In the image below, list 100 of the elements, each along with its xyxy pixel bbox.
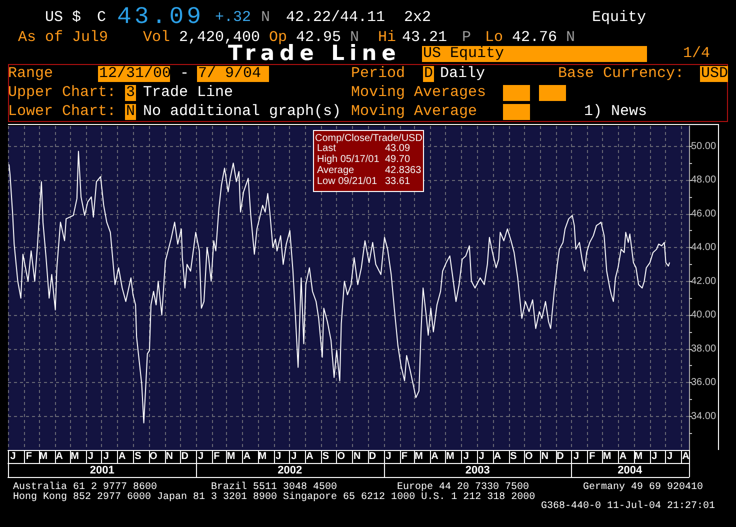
text: Europe 44 20 7330 7500 [397, 482, 530, 493]
text: D [556, 451, 564, 462]
text: F [214, 451, 220, 462]
text: J [573, 451, 580, 462]
text: - [180, 65, 190, 82]
text: +.32 [215, 9, 252, 26]
annotation: Last [317, 143, 336, 154]
text: 1/4 [683, 45, 710, 62]
text: N [261, 9, 270, 26]
text: M [414, 451, 424, 462]
text: Hong Kong 852 2977 6000 Japan 81 3 3201 8900 Singapore 65 6212 1000 U.S. 1 212 318 2000 [13, 492, 536, 503]
text: Trade Line [143, 84, 234, 101]
text: Equity [592, 9, 646, 26]
text: 42.95 [296, 29, 342, 46]
text: J [667, 451, 673, 462]
text: M [226, 451, 236, 462]
annotation: Low 09/21/01 [317, 176, 378, 187]
text: J [478, 451, 484, 462]
text: J [10, 451, 16, 462]
text: Op [269, 29, 288, 46]
text: US Equity [422, 45, 647, 62]
text: J [276, 451, 282, 462]
annotation: 33.61 [385, 176, 410, 187]
x-tick-label: 2001 [90, 464, 114, 476]
text: S [134, 451, 142, 462]
text: C [97, 9, 106, 26]
line-series [8, 150, 670, 424]
text: M [602, 451, 612, 462]
text: Germany 49 69 920410 [583, 482, 704, 493]
text: O [150, 451, 158, 462]
text: A [431, 451, 438, 462]
y-tick-label: 46.00 [691, 208, 716, 220]
text: Period [351, 65, 406, 82]
text: J [198, 451, 204, 462]
annotation: High 05/17/01 [317, 154, 380, 165]
text: Lo [485, 29, 504, 46]
text: US $ [45, 9, 82, 26]
text: A [243, 451, 251, 462]
text: N [541, 451, 548, 462]
text: Moving Average [351, 103, 478, 120]
text: A [306, 451, 314, 462]
text: 42.76 [512, 29, 558, 46]
annotation: Comp/Close/Trade/USD [315, 133, 422, 144]
text: 43.09 [117, 4, 204, 31]
text: N [354, 451, 361, 462]
text: J [652, 451, 658, 462]
y-tick-label: 44.00 [691, 242, 716, 253]
text: J [463, 451, 469, 462]
text: 12/31/00 [98, 65, 172, 82]
text: M [446, 451, 454, 462]
text: S [510, 451, 518, 462]
text: N [166, 451, 173, 462]
text: Lower Chart: [8, 103, 116, 120]
text: D [423, 65, 434, 82]
text: Upper Chart: [8, 84, 116, 101]
y-tick-label: 34.00 [691, 410, 716, 422]
text: D [368, 451, 376, 462]
text: A [56, 451, 63, 462]
text: 2,420,400 [179, 29, 260, 46]
text: 42.22/44.11 [286, 9, 386, 26]
text: J [386, 451, 392, 462]
text: J [291, 451, 297, 462]
text: M [70, 451, 79, 462]
text: 3 [125, 84, 136, 101]
text: N [566, 29, 576, 46]
text: A [619, 451, 627, 462]
x-tick-label: 2004 [618, 464, 643, 476]
text: Australia 61 2 9777 8600 [13, 482, 158, 493]
text: G368-440-0 11-Jul-04 21:27:01 [541, 501, 716, 512]
y-tick-label: 42.00 [691, 276, 716, 287]
text: Vol [143, 29, 170, 46]
text: 43.21 [402, 29, 448, 46]
text: 7/ 9/04 [197, 65, 269, 82]
text: J [103, 451, 109, 462]
text: M [39, 451, 48, 462]
text: A [494, 451, 502, 462]
text: Base Currency: [558, 65, 684, 82]
text: O [525, 451, 534, 462]
text: M [258, 451, 267, 462]
text: 1) News [584, 103, 648, 120]
text: F [26, 451, 32, 462]
text: As of Jul9 [18, 29, 108, 46]
text: Brazil 5511 3048 4500 [211, 482, 338, 493]
text: Moving Averages [351, 84, 486, 101]
text: A [118, 451, 126, 462]
y-tick-label: 36.00 [691, 377, 716, 388]
annotation: 49.70 [385, 154, 410, 165]
annotation: 42.8363 [385, 165, 422, 176]
text: P [462, 29, 472, 46]
text: O [337, 451, 346, 462]
text: 2x2 [404, 9, 432, 26]
text: No additional graph(s) [143, 103, 342, 120]
annotation: Average [317, 165, 354, 176]
x-tick-label: 2002 [278, 464, 302, 476]
text: F [401, 451, 408, 462]
text: Daily [440, 65, 486, 82]
y-tick-label: 38.00 [691, 343, 716, 354]
text: M [634, 451, 643, 462]
y-tick-label: 40.00 [691, 310, 716, 320]
text: Range [8, 65, 54, 82]
